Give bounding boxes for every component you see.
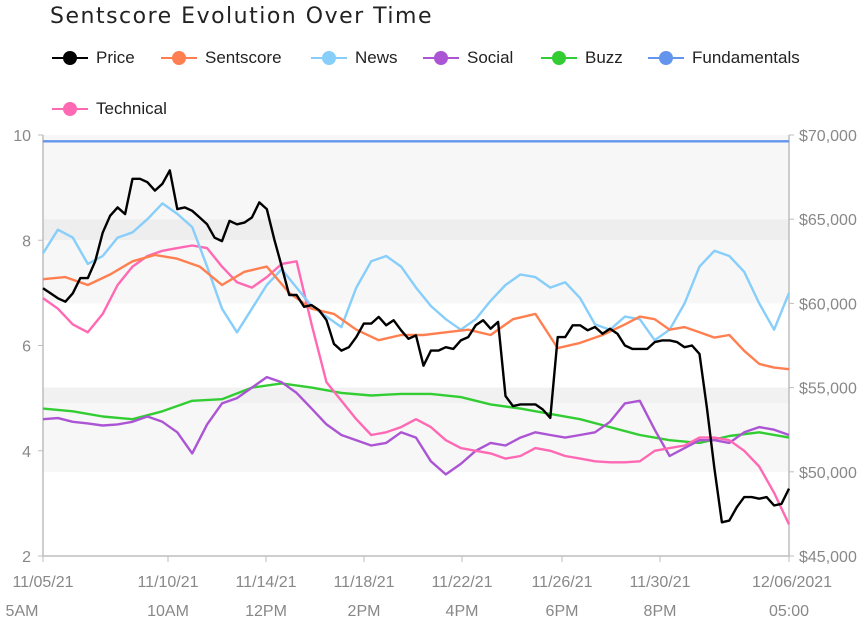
legend-marker-buzz (541, 51, 577, 65)
grid-bands (43, 135, 789, 472)
legend-item-fundamentals[interactable]: Fundamentals (648, 48, 800, 68)
legend-marker-news (311, 51, 347, 65)
grid-band (43, 135, 789, 220)
x-tick-date-label: 11/10/21 (137, 574, 198, 591)
legend-label-sentscore: Sentscore (205, 48, 282, 67)
y-right-tick-label: $55,000 (799, 381, 857, 398)
legend-marker-price (52, 51, 88, 65)
series-line-sentscore[interactable] (42, 253, 790, 371)
x-tick-date-label: 11/14/21 (235, 574, 296, 591)
legend-item-sentscore[interactable]: Sentscore (161, 48, 282, 68)
series-line-social[interactable] (42, 375, 790, 476)
series-line-price[interactable] (42, 169, 791, 524)
legend-marker-fundamentals (648, 51, 684, 65)
legend-item-news[interactable]: News (311, 48, 398, 68)
y-right-tick-label: $50,000 (799, 465, 857, 482)
y-right-tick-label: $65,000 (799, 212, 857, 229)
legend-label-technical: Technical (96, 99, 167, 118)
y-right-tick-label: $45,000 (799, 549, 857, 566)
legend-marker-technical (52, 102, 88, 116)
x-tick-time-label: 2PM (348, 603, 381, 620)
x-tick-time-label: 8PM (644, 603, 677, 620)
y-right-tick-label: $60,000 (799, 296, 857, 313)
x-tick-date-label: 11/18/21 (333, 574, 394, 591)
grid-band (43, 219, 789, 241)
x-tick-date-label: 11/26/21 (531, 574, 592, 591)
legend-item-social[interactable]: Social (423, 48, 513, 68)
legend-label-fundamentals: Fundamentals (692, 48, 800, 67)
y-left-tick-label: 10 (13, 128, 31, 145)
legend-item-technical[interactable]: Technical (52, 99, 167, 119)
legend-marker-social (423, 51, 459, 65)
legend-marker-sentscore (161, 51, 197, 65)
x-tick-time-label: 6PM (546, 603, 579, 620)
y-left-tick-label: 8 (22, 233, 31, 250)
y-left-tick-label: 2 (22, 549, 31, 566)
legend-item-buzz[interactable]: Buzz (541, 48, 623, 68)
legend-label-price: Price (96, 48, 135, 67)
x-tick-date-label: 11/22/21 (431, 574, 492, 591)
series-line-technical[interactable] (42, 244, 791, 525)
series-line-news[interactable] (41, 202, 791, 342)
x-tick-time-label: 12PM (245, 603, 287, 620)
x-tick-time-label: 4PM (446, 603, 479, 620)
y-left-tick-label: 6 (22, 339, 31, 356)
x-tick-date-label: 12/06/2021 (752, 574, 832, 591)
series-line-buzz[interactable] (42, 382, 790, 445)
x-tick-date-label: 11/05/21 (12, 574, 73, 591)
x-tick-time-label: 05:00 (769, 603, 809, 620)
legend-label-buzz: Buzz (585, 48, 623, 67)
y-left-tick-label: 4 (22, 444, 31, 461)
chart-title: Sentscore Evolution Over Time (50, 4, 433, 29)
series-lines (41, 140, 791, 525)
x-tick-time-label: 10AM (147, 603, 189, 620)
grid-band (43, 240, 789, 304)
x-tick-date-label: 11/30/21 (629, 574, 690, 591)
tick-labels: 2 4 6 8 10 $45,000 $50,000 $55,000 $60,000 $65,00… (6, 128, 857, 620)
legend-label-social: Social (467, 48, 514, 67)
y-right-tick-label: $70,000 (799, 128, 857, 145)
legend-label-news: News (355, 48, 398, 67)
legend-item-price[interactable]: Price (52, 48, 135, 68)
grid-band (43, 387, 789, 404)
x-tick-time-label: 5AM (6, 603, 39, 620)
